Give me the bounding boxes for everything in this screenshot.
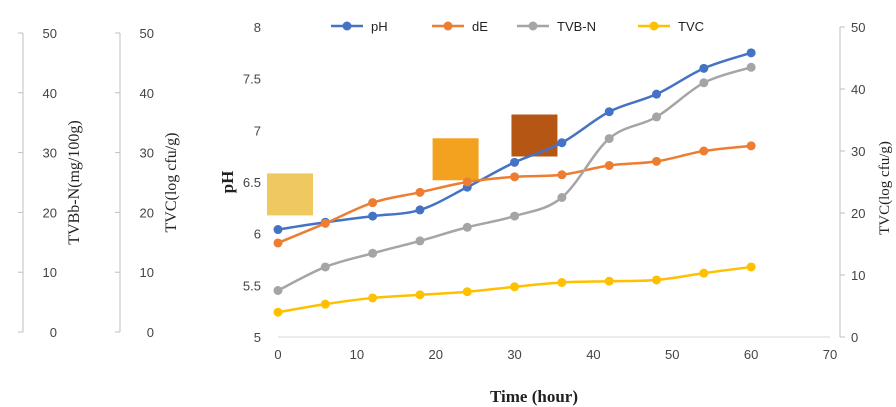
data-point-ph bbox=[604, 107, 614, 117]
data-point-tvb-n bbox=[320, 262, 330, 272]
data-point-tvc bbox=[699, 268, 709, 278]
data-point-de bbox=[699, 146, 709, 156]
ph-tick-label: 7.5 bbox=[243, 72, 261, 87]
tvbn-tick-label: 20 bbox=[43, 205, 57, 220]
data-point-ph bbox=[557, 138, 567, 148]
data-point-de bbox=[320, 218, 330, 228]
legend-label-ph: pH bbox=[371, 19, 388, 34]
data-point-tvb-n bbox=[415, 236, 425, 246]
tvc-left-tick-label: 0 bbox=[147, 325, 154, 340]
data-point-tvc bbox=[415, 290, 425, 300]
ph-tick-label: 5.5 bbox=[243, 278, 261, 293]
data-point-tvb-n bbox=[746, 62, 756, 72]
data-point-tvc bbox=[746, 262, 756, 272]
data-point-tvc bbox=[557, 277, 567, 287]
right-tick-label: 10 bbox=[851, 268, 865, 283]
data-point-de bbox=[415, 187, 425, 197]
data-point-tvc bbox=[368, 293, 378, 303]
tvc-left-tick-label: 30 bbox=[140, 146, 154, 161]
legend-marker-tvc bbox=[649, 21, 659, 31]
data-point-tvb-n bbox=[368, 248, 378, 258]
x-tick-label: 60 bbox=[744, 347, 758, 362]
data-point-de bbox=[462, 177, 472, 187]
data-point-tvb-n bbox=[604, 134, 614, 144]
tvbn-tick-label: 50 bbox=[43, 26, 57, 41]
data-point-tvc bbox=[462, 287, 472, 297]
right-axis-title: TVC(log cfu/g) bbox=[877, 141, 893, 235]
x-tick-label: 30 bbox=[507, 347, 521, 362]
tvc-left-tick-label: 20 bbox=[140, 205, 154, 220]
data-point-ph bbox=[415, 205, 425, 215]
data-point-ph bbox=[273, 225, 283, 235]
legend-label-de: dE bbox=[472, 19, 488, 34]
right-tick-label: 20 bbox=[851, 206, 865, 221]
data-point-ph bbox=[746, 48, 756, 58]
data-point-tvb-n bbox=[699, 78, 709, 88]
legend-label-tvb-n: TVB-N bbox=[557, 19, 596, 34]
data-point-tvb-n bbox=[557, 193, 567, 202]
legend-label-tvc: TVC bbox=[678, 19, 704, 34]
color-swatch-brown bbox=[511, 114, 558, 157]
right-tick-label: 40 bbox=[851, 82, 865, 97]
data-point-tvc bbox=[273, 307, 283, 317]
data-point-ph bbox=[368, 211, 378, 221]
legend-marker-tvb-n bbox=[528, 21, 538, 31]
data-point-tvb-n bbox=[652, 112, 662, 122]
right-tick-label: 50 bbox=[851, 20, 865, 35]
data-point-tvc bbox=[604, 276, 614, 286]
data-point-ph bbox=[699, 63, 709, 73]
color-swatch-orange bbox=[432, 138, 479, 181]
ph-axis-title: pH bbox=[218, 171, 237, 194]
tvbn-tick-label: 30 bbox=[43, 146, 57, 161]
data-point-ph bbox=[652, 89, 662, 99]
tvbn-axis-title: TVBb-N(mg/100g) bbox=[66, 120, 83, 244]
tvbn-tick-label: 10 bbox=[43, 265, 57, 280]
data-point-de bbox=[652, 156, 662, 166]
legend-marker-ph bbox=[342, 21, 352, 31]
right-tick-label: 30 bbox=[851, 144, 865, 159]
ph-tick-label: 8 bbox=[254, 20, 261, 35]
data-point-de bbox=[510, 172, 520, 182]
x-tick-label: 0 bbox=[274, 347, 281, 362]
ph-tick-label: 6 bbox=[254, 227, 261, 242]
data-point-de bbox=[604, 160, 614, 170]
x-tick-label: 40 bbox=[586, 347, 600, 362]
x-tick-label: 10 bbox=[350, 347, 364, 362]
ph-tick-label: 5 bbox=[254, 330, 261, 345]
data-point-ph bbox=[510, 157, 520, 167]
right-tick-label: 0 bbox=[851, 330, 858, 345]
data-point-de bbox=[746, 141, 756, 151]
data-point-tvc bbox=[320, 299, 330, 309]
data-point-tvc bbox=[652, 275, 662, 285]
data-point-de bbox=[368, 198, 378, 208]
data-point-tvb-n bbox=[462, 222, 472, 232]
x-tick-label: 50 bbox=[665, 347, 679, 362]
tvc-left-tick-label: 10 bbox=[140, 265, 154, 280]
tvbn-tick-label: 40 bbox=[43, 86, 57, 101]
ph-tick-label: 6.5 bbox=[243, 175, 261, 190]
data-point-tvb-n bbox=[510, 211, 520, 221]
ph-tick-label: 7 bbox=[254, 123, 261, 138]
data-point-de bbox=[273, 238, 283, 248]
data-point-de bbox=[557, 170, 567, 180]
x-tick-label: 20 bbox=[428, 347, 442, 362]
tvbn-tick-label: 0 bbox=[50, 325, 57, 340]
tvc-left-tick-label: 40 bbox=[140, 86, 154, 101]
data-point-tvb-n bbox=[273, 286, 283, 295]
color-swatch-pale bbox=[267, 173, 313, 216]
data-point-tvc bbox=[510, 282, 520, 292]
x-axis-title: Time (hour) bbox=[490, 387, 578, 406]
legend-marker-de bbox=[443, 21, 453, 31]
x-tick-label: 70 bbox=[823, 347, 837, 362]
tvc-left-tick-label: 50 bbox=[140, 26, 154, 41]
tvc-left-axis-title: TVC(log cfu/g) bbox=[163, 133, 180, 233]
